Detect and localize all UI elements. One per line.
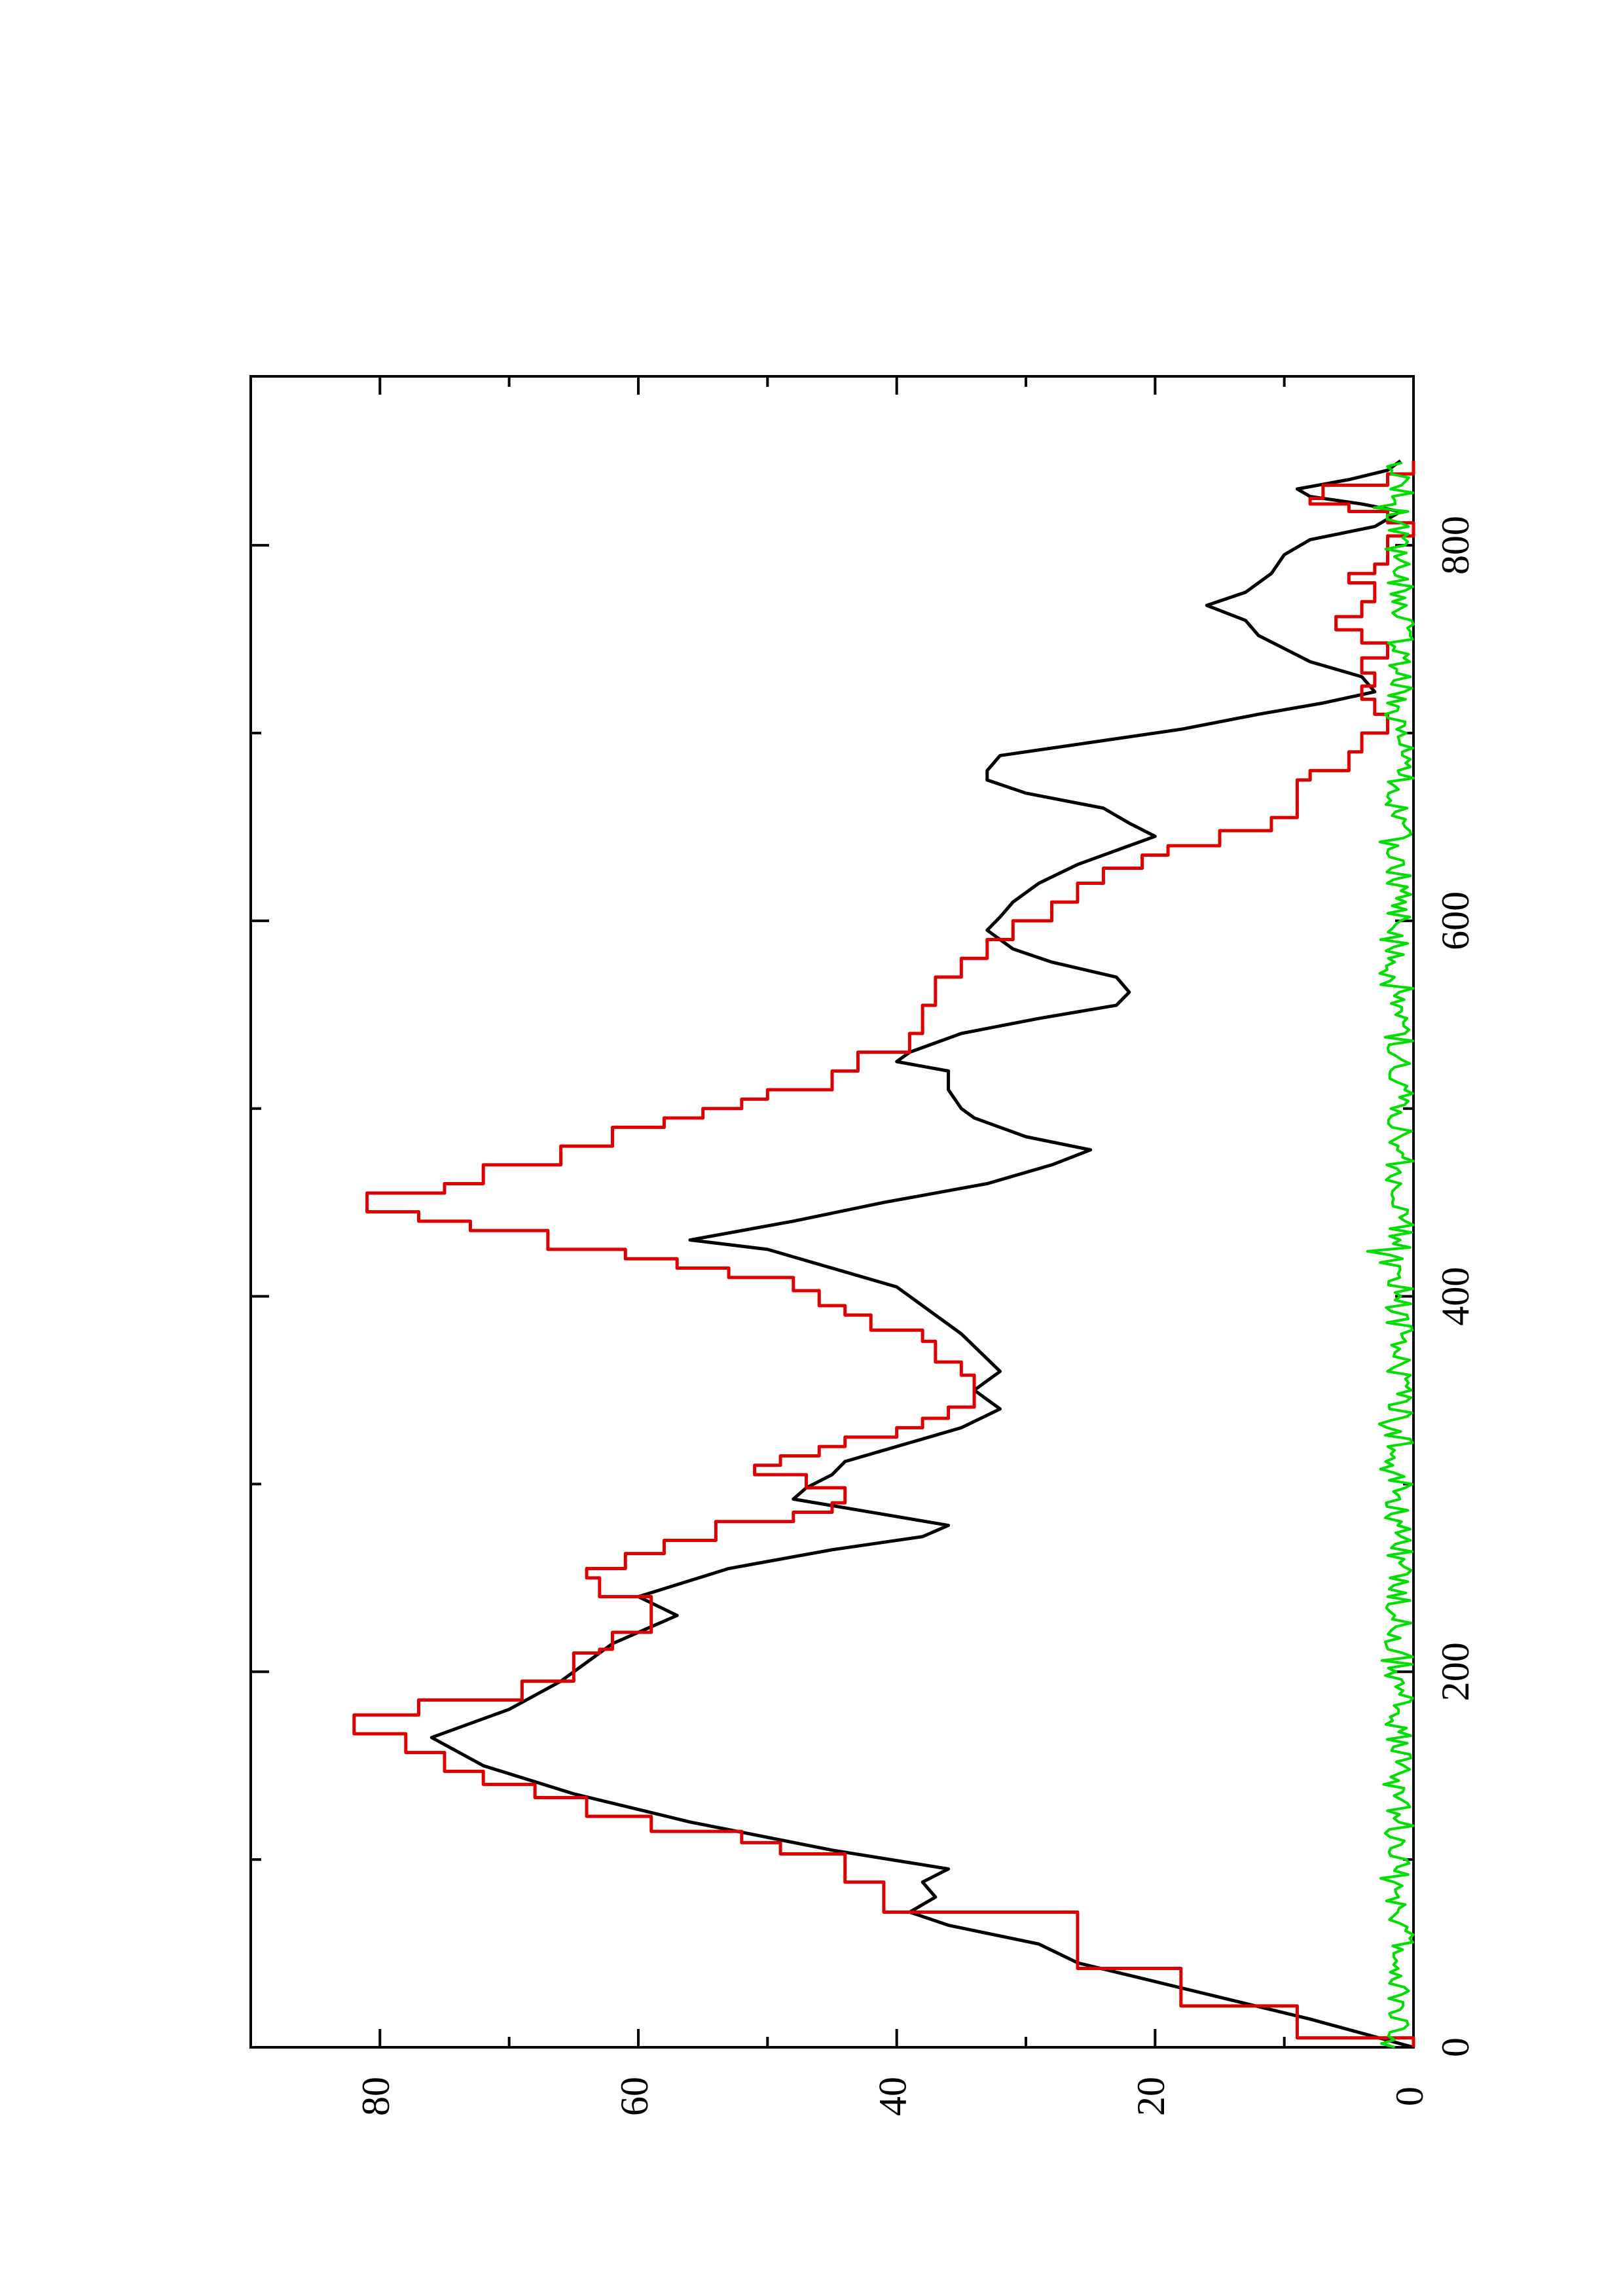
y-tick-label: 20 bbox=[1129, 2077, 1173, 2116]
x-tick-label: 200 bbox=[1434, 1642, 1477, 1701]
y-tick-label: 60 bbox=[613, 2077, 656, 2116]
y-tick-label: 0 bbox=[1388, 2087, 1431, 2106]
y-tick-label: 40 bbox=[871, 2077, 914, 2116]
series-2-line bbox=[352, 461, 1415, 2047]
x-tick-label: 600 bbox=[1434, 891, 1477, 950]
x-tick-label: 0 bbox=[1434, 2037, 1477, 2057]
series-3-line bbox=[1366, 461, 1415, 2049]
series-1-line bbox=[429, 459, 1414, 2049]
plot-frame bbox=[249, 375, 1415, 2049]
x-tick-label: 400 bbox=[1434, 1267, 1477, 1326]
y-tick-label: 80 bbox=[354, 2077, 397, 2116]
x-tick-label: 800 bbox=[1434, 516, 1477, 575]
series-group bbox=[352, 459, 1415, 2049]
